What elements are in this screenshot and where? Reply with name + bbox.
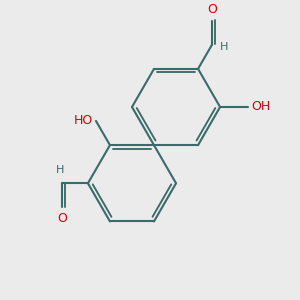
Text: OH: OH: [251, 100, 270, 113]
Text: HO: HO: [74, 114, 93, 128]
Text: O: O: [207, 2, 217, 16]
Text: O: O: [57, 212, 67, 225]
Text: H: H: [56, 165, 64, 175]
Text: H: H: [220, 42, 229, 52]
